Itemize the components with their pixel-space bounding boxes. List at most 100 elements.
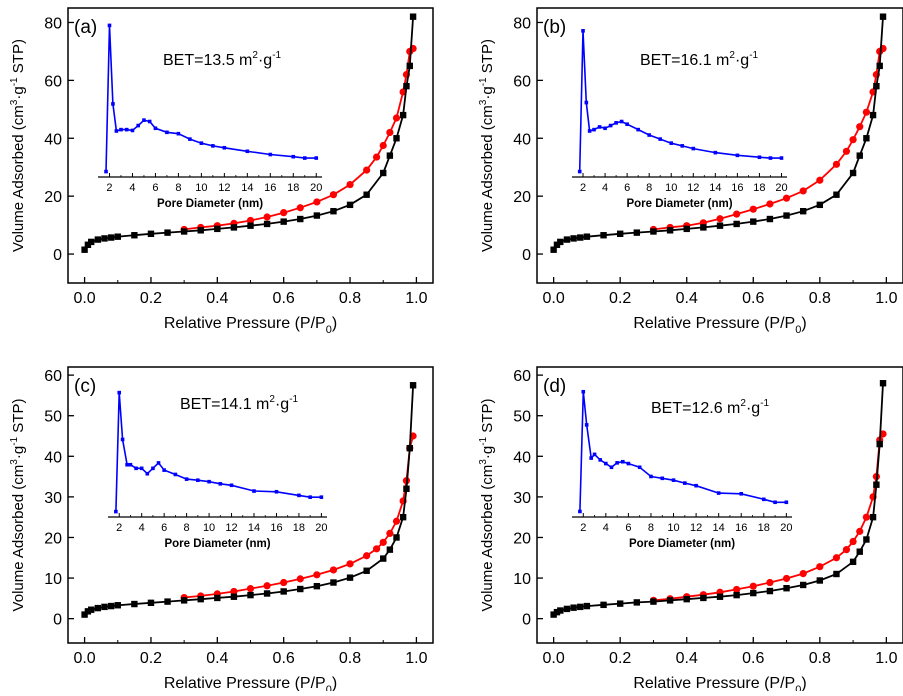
pore-distribution-point bbox=[173, 472, 178, 477]
desorption-series-point bbox=[346, 180, 354, 189]
inset-x-tick-label: 2 bbox=[580, 522, 586, 534]
adsorption-series-line bbox=[553, 383, 884, 616]
adsorption-series-point bbox=[386, 152, 394, 159]
inset-x-tick-label: 8 bbox=[175, 182, 181, 194]
inset-x-tick-label: 12 bbox=[687, 182, 699, 194]
pore-distribution-point bbox=[761, 497, 766, 502]
inset-x-tick-label: 10 bbox=[667, 522, 679, 534]
plot-frame bbox=[67, 7, 434, 284]
y-tick-label: 50 bbox=[513, 409, 531, 426]
y-tick-label: 50 bbox=[44, 409, 62, 426]
adsorption-series-point bbox=[873, 82, 880, 90]
adsorption-series-point bbox=[799, 208, 807, 215]
adsorption-series-point bbox=[147, 230, 155, 237]
pore-distribution-point bbox=[136, 123, 141, 128]
x-axis-label: Relative Pressure (P/P0) bbox=[633, 315, 806, 336]
inset-pore-distribution: 2 4 6 8 10 12 14 16 18 20 Pore Diameter (nm) bbox=[108, 390, 328, 550]
panel-b: 0.0 0.2 0.4 0.6 0.8 1.0 0 20 40 60 80 Relative Pres… bbox=[478, 7, 903, 336]
adsorption-series-point bbox=[330, 208, 337, 215]
x-tick-label: 0.0 bbox=[543, 650, 565, 667]
desorption-series-point bbox=[263, 213, 271, 221]
desorption-series-point bbox=[246, 585, 255, 593]
pore-distribution-point bbox=[145, 471, 150, 476]
inset-x-tick-label: 14 bbox=[709, 182, 721, 194]
desorption-series-point bbox=[313, 198, 321, 206]
pore-distribution-point bbox=[626, 461, 631, 466]
adsorption-series-point bbox=[869, 513, 877, 521]
adsorption-series-point bbox=[583, 233, 591, 240]
pore-distribution-point bbox=[153, 126, 158, 131]
adsorption-series-point bbox=[214, 225, 221, 233]
pore-distribution-point bbox=[162, 468, 166, 472]
pore-distribution-point bbox=[713, 150, 718, 155]
desorption-series-point bbox=[230, 587, 238, 596]
pore-distribution-point bbox=[784, 500, 789, 505]
adsorption-series-point bbox=[683, 225, 690, 233]
adsorption-series-point bbox=[406, 444, 413, 452]
inset-x-tick-label: 20 bbox=[315, 522, 327, 534]
adsorption-series-point bbox=[553, 241, 561, 248]
adsorption-series-point bbox=[750, 589, 757, 597]
adsorption-series-point bbox=[94, 604, 102, 612]
desorption-series-point bbox=[749, 582, 757, 590]
adsorption-series-point bbox=[716, 222, 724, 229]
desorption-series-point bbox=[842, 147, 851, 155]
panel-c: 0.0 0.2 0.4 0.6 0.8 1.0 0 10 20 30 40 50 60 Relative … bbox=[9, 366, 434, 696]
inset-x-tick-label: 16 bbox=[270, 522, 282, 534]
adsorption-series-point bbox=[557, 607, 564, 614]
desorption-series-point bbox=[766, 200, 774, 208]
inset-x-axis-label: Pore Diameter (nm) bbox=[164, 538, 270, 550]
adsorption-series-point bbox=[403, 485, 410, 492]
y-tick-label: 60 bbox=[513, 73, 531, 90]
inset-x-tick-label: 16 bbox=[731, 182, 743, 194]
x-axis-label: Relative Pressure (P/P0) bbox=[164, 315, 337, 336]
pore-distribution-point bbox=[647, 133, 651, 137]
pore-distribution-point bbox=[637, 465, 642, 470]
adsorption-series-point bbox=[330, 579, 337, 586]
inset-x-tick-label: 14 bbox=[241, 182, 253, 194]
bet-annotation: BET=12.6 m2·g-1 bbox=[651, 398, 770, 417]
pore-distribution-point bbox=[142, 118, 146, 122]
x-tick-label: 0.6 bbox=[273, 290, 295, 307]
adsorption-series-point bbox=[876, 62, 883, 70]
y-tick-label: 60 bbox=[44, 368, 62, 385]
panel-label: (a) bbox=[74, 17, 97, 38]
y-tick-label: 20 bbox=[513, 189, 531, 206]
adsorption-series-point bbox=[346, 574, 354, 581]
adsorption-series-point bbox=[879, 13, 887, 20]
pore-distribution-point bbox=[120, 437, 125, 442]
adsorption-series-point bbox=[849, 169, 857, 177]
pore-distribution-point bbox=[660, 476, 665, 481]
panel-label: (d) bbox=[543, 376, 566, 397]
y-tick-label: 0 bbox=[53, 612, 62, 629]
inset-x-tick-label: 14 bbox=[248, 522, 260, 534]
adsorption-series-point bbox=[553, 608, 561, 616]
adsorption-series-point bbox=[783, 585, 790, 592]
pore-distribution-point bbox=[156, 461, 161, 465]
inset-pore-distribution: 2 4 6 8 10 12 14 16 18 20 Pore Diameter (nm) bbox=[98, 23, 322, 210]
adsorption-series-point bbox=[733, 591, 740, 599]
inset-x-tick-label: 18 bbox=[758, 522, 770, 534]
y-axis-label: Volume Adsorbed (cm3·g-1 STP) bbox=[478, 39, 496, 252]
inset-x-tick-label: 12 bbox=[218, 182, 230, 194]
adsorption-series-point bbox=[650, 598, 657, 605]
y-tick-label: 80 bbox=[44, 15, 62, 32]
adsorption-series-point bbox=[393, 534, 400, 541]
adsorption-series-point bbox=[131, 600, 138, 608]
adsorption-series-point bbox=[816, 577, 824, 584]
adsorption-series-point bbox=[164, 229, 171, 236]
pore-distribution-line bbox=[105, 25, 317, 172]
x-tick-label: 0.8 bbox=[809, 650, 831, 667]
adsorption-series-point bbox=[733, 220, 740, 228]
pore-distribution-point bbox=[609, 465, 614, 470]
desorption-series-point bbox=[816, 176, 824, 184]
pore-distribution-point bbox=[319, 495, 324, 499]
desorption-series-point bbox=[296, 575, 304, 583]
desorption-series-point bbox=[392, 517, 401, 525]
desorption-series-point bbox=[296, 204, 304, 212]
y-tick-label: 10 bbox=[513, 571, 531, 588]
adsorption-series-point bbox=[88, 606, 95, 613]
inset-x-tick-label: 4 bbox=[603, 522, 609, 534]
pore-distribution-point bbox=[615, 461, 619, 465]
pore-distribution-point bbox=[291, 154, 296, 159]
